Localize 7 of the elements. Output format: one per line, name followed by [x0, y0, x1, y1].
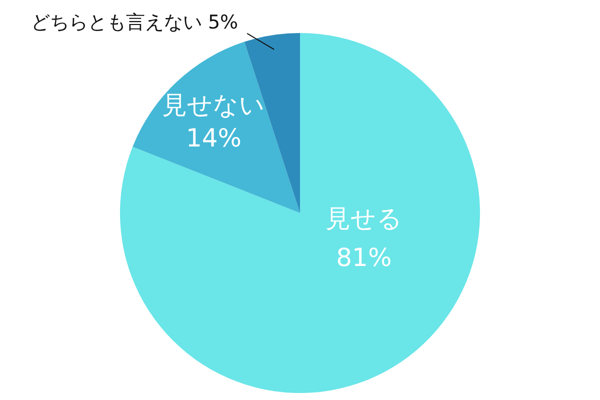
- data-label: 81%: [336, 242, 392, 272]
- pie-slice: [132, 42, 300, 213]
- slice-label: 見せない: [162, 90, 266, 120]
- slice-label: どちらとも言えない 5%: [30, 11, 238, 34]
- pie-slice: [120, 33, 480, 393]
- slice-label: 見せる: [325, 204, 402, 233]
- data-label: 14%: [186, 124, 242, 153]
